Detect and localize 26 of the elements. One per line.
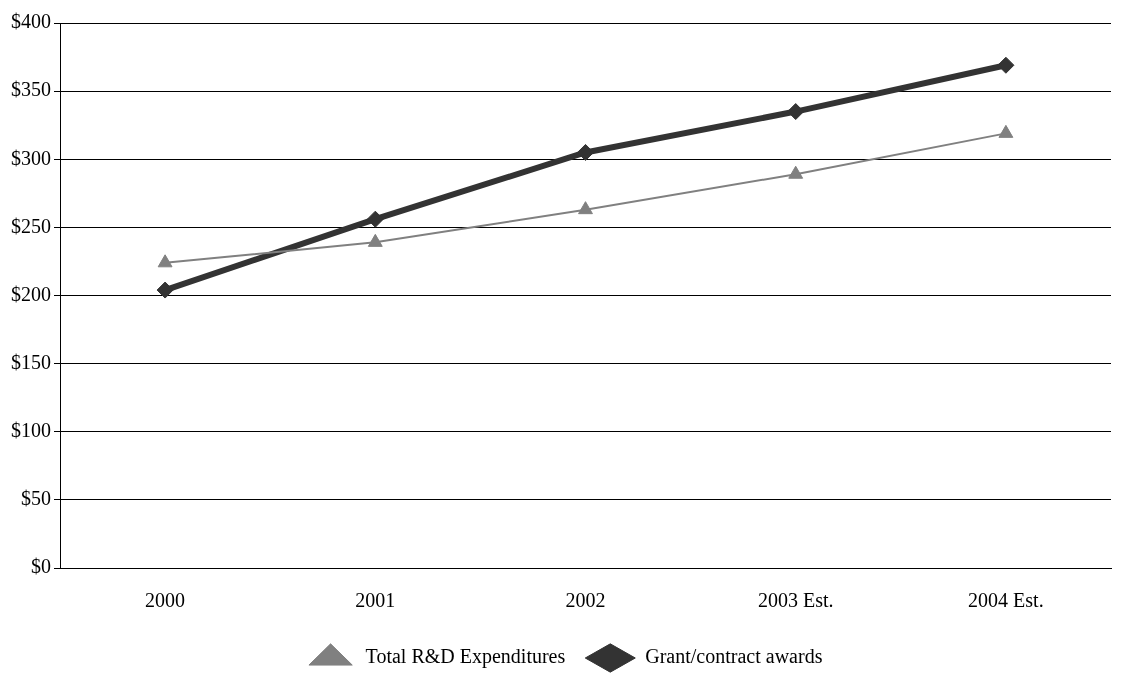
point — [997, 56, 1015, 74]
point — [577, 143, 594, 161]
y-tick-label: $350 — [11, 78, 51, 101]
y-tick-label: $150 — [11, 350, 51, 373]
point — [157, 254, 173, 268]
legend-label: Grant/contract awards — [645, 645, 823, 668]
y-tick-label: $50 — [21, 487, 51, 510]
y-tick-label: $0 — [31, 555, 51, 578]
x-tick-label: 2002 — [565, 589, 606, 612]
point — [366, 210, 384, 228]
point — [367, 233, 383, 247]
y-tick-label: $100 — [11, 419, 51, 441]
y-tick-label: $200 — [11, 282, 51, 305]
point — [578, 201, 593, 215]
x-tick-label: 2003 Est. — [757, 589, 834, 612]
legend-label: Total R&D Expenditures — [365, 645, 566, 669]
point — [788, 165, 804, 179]
y-tick-label: $300 — [11, 146, 51, 169]
point — [998, 124, 1014, 138]
y-tick-label: $400 — [11, 10, 51, 33]
point — [156, 281, 174, 299]
x-tick-label: 2001 — [355, 589, 396, 612]
x-tick-label: 2004 Est. — [968, 589, 1044, 612]
point — [787, 103, 805, 121]
x-tick-label: 2000 — [145, 589, 186, 612]
y-tick-label: $250 — [11, 214, 51, 237]
